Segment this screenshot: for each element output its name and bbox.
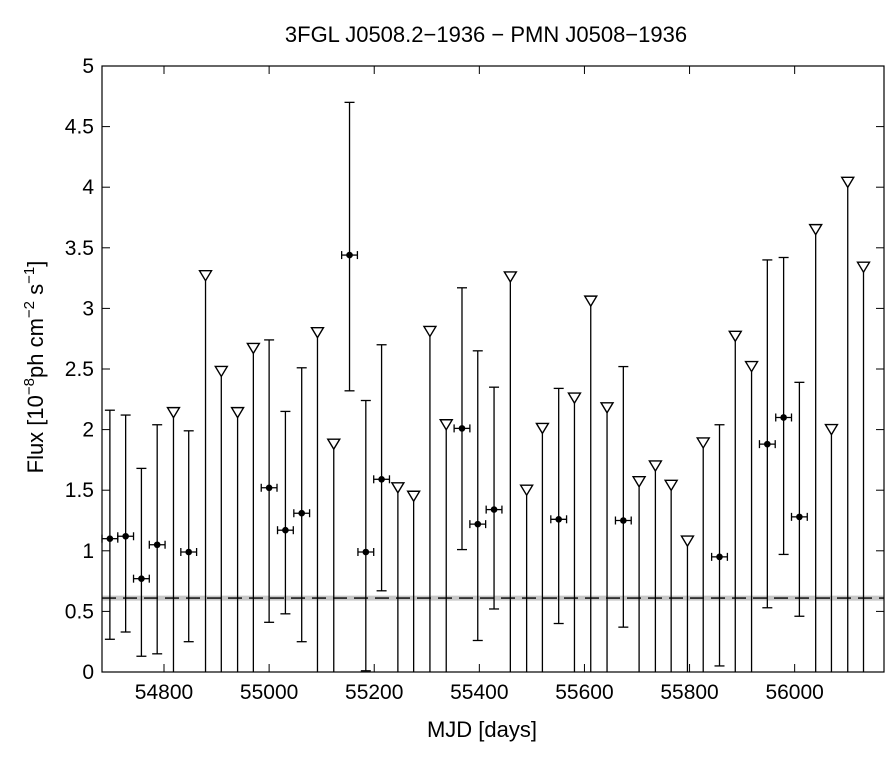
flux-point (362, 548, 370, 556)
y-tick-label: 3.5 (65, 237, 94, 260)
data-marks (101, 101, 871, 672)
y-axis-label-exp1: −8 (21, 378, 38, 395)
upper-limit-marker (503, 271, 518, 284)
upper-limit-marker (840, 176, 855, 189)
y-axis-label-prefix: Flux [10 (23, 395, 48, 473)
y-tick-label: 2 (82, 419, 94, 442)
y-tick-label: 1.5 (65, 479, 94, 502)
upper-limit-marker (166, 406, 181, 419)
upper-limit-marker (519, 484, 534, 497)
y-tick-label: 3 (82, 297, 94, 320)
y-axis-label-exp2: −2 (21, 301, 38, 318)
flux-point (185, 548, 193, 556)
upper-limit-marker (856, 261, 871, 274)
flux-point (138, 575, 145, 582)
upper-limit-marker (808, 223, 823, 236)
flux-point (716, 553, 723, 561)
y-tick-label: 0.5 (65, 600, 94, 623)
flux-point (122, 532, 129, 540)
plot-frame (101, 65, 885, 673)
upper-limit-marker (246, 342, 261, 355)
upper-limit-marker (438, 419, 454, 432)
upper-limit-marker (214, 365, 229, 378)
flux-point (298, 509, 306, 517)
upper-limit-marker (422, 325, 438, 338)
x-tick-label: 55200 (345, 681, 403, 704)
y-tick-label: 4 (82, 176, 94, 199)
flux-point (620, 517, 627, 524)
flux-point (346, 251, 353, 259)
upper-limit-marker (310, 326, 325, 340)
x-tick-label: 55600 (555, 681, 613, 704)
x-tick-label: 55800 (660, 681, 718, 704)
flux-point (780, 414, 787, 421)
x-axis-label: MJD [days] (427, 717, 537, 742)
upper-limit-marker (583, 295, 598, 308)
y-axis-label-middle: ph cm (23, 318, 48, 378)
upper-limit-marker (680, 535, 695, 548)
flux-point (474, 520, 482, 528)
upper-limit-marker (567, 392, 582, 405)
y-tick-label: 5 (82, 55, 94, 78)
upper-limit-marker (599, 402, 615, 415)
y-tick-label: 1 (82, 540, 94, 563)
upper-limit-marker (695, 437, 711, 450)
flux-point (796, 513, 803, 521)
upper-limit-marker (198, 269, 213, 283)
upper-limit-marker (824, 423, 839, 436)
y-axis-label-middle2: s (23, 284, 48, 301)
axis-ticks: 54800 55000 55200 55400 55600 55800 56000 0 0.5 1… (65, 55, 884, 704)
upper-limit-marker (326, 438, 341, 451)
x-tick-label: 55000 (240, 681, 298, 704)
upper-limit-marker (663, 479, 679, 492)
y-tick-label: 0 (82, 661, 94, 684)
upper-limit-marker (648, 460, 663, 473)
y-tick-label: 2.5 (65, 358, 94, 381)
x-tick-label: 54800 (135, 681, 193, 704)
flux-point (378, 475, 385, 483)
upper-limit-marker (631, 476, 647, 489)
upper-limit-marker (390, 482, 406, 495)
y-tick-label: 4.5 (65, 116, 94, 139)
upper-limit-marker (230, 406, 245, 419)
upper-limit-marker (744, 360, 759, 373)
y-axis-label-suffix: ] (23, 261, 48, 267)
flux-point (282, 526, 289, 534)
y-axis-label-exp3: −1 (21, 267, 38, 284)
flux-point (555, 515, 562, 523)
flux-point (153, 541, 161, 549)
x-tick-label: 56000 (765, 681, 823, 704)
upper-limit-marker (728, 330, 743, 343)
flux-point (490, 506, 498, 513)
flux-point (265, 484, 273, 492)
x-tick-label: 55400 (450, 681, 508, 704)
chart-title: 3FGL J0508.2−1936 − PMN J0508−1936 (285, 22, 687, 47)
flux-point (764, 440, 771, 448)
upper-limit-marker (535, 422, 550, 435)
y-axis-label: Flux [10−8ph cm−2 s−1] (21, 261, 48, 474)
flux-point (106, 535, 114, 542)
upper-limit-marker (406, 490, 421, 503)
flux-point (458, 425, 466, 432)
